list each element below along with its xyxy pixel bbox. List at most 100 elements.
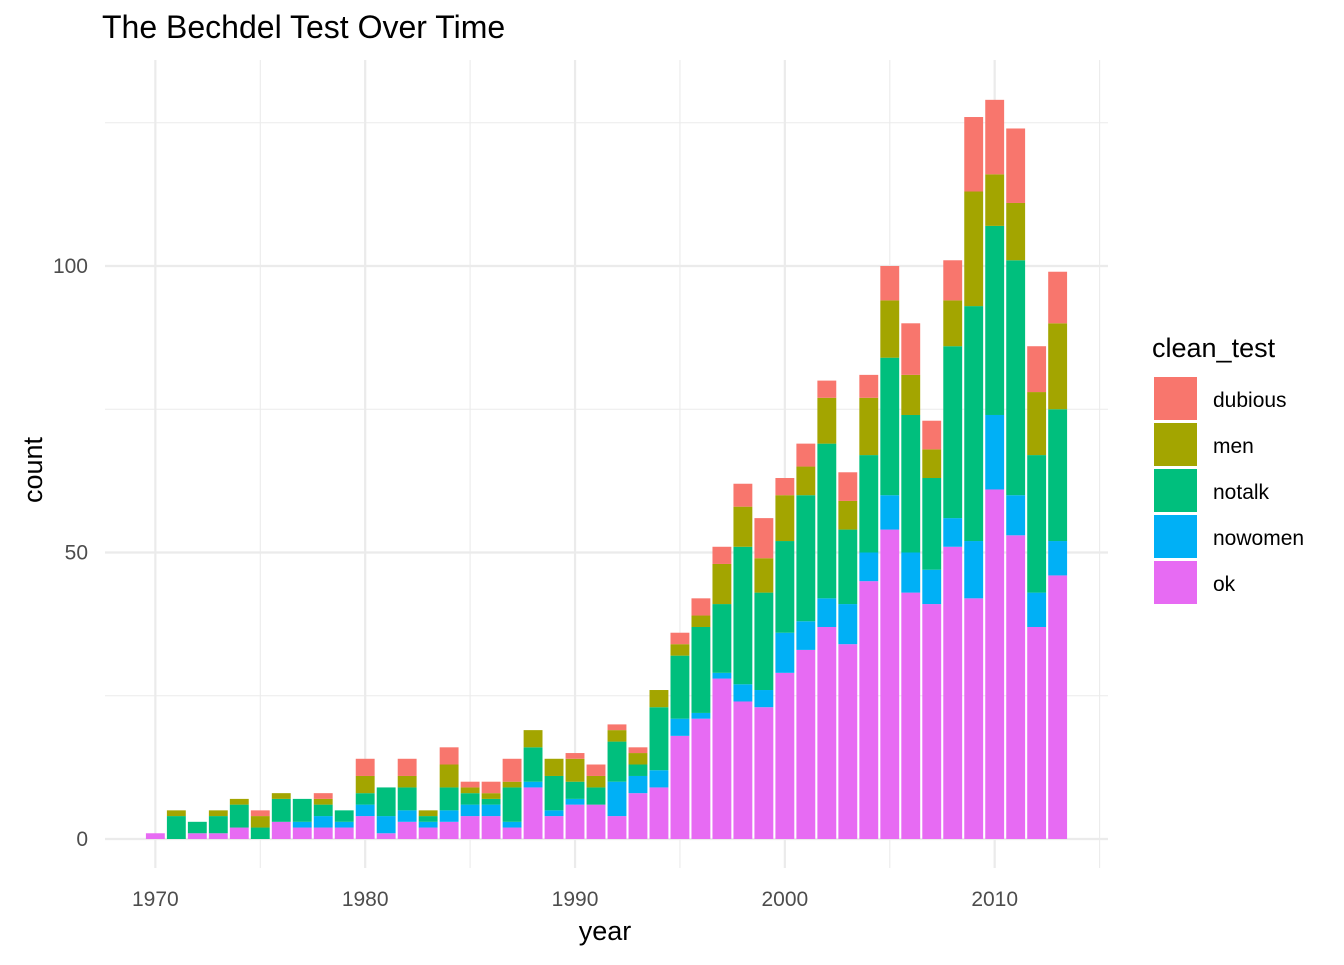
bar-segment-ok	[229, 827, 249, 839]
bar-segment-nowomen	[313, 816, 333, 828]
legend-swatch-men	[1154, 423, 1197, 466]
bar-segment-notalk	[1006, 260, 1026, 496]
bar-segment-dubious	[586, 764, 606, 776]
bar-segment-nowomen	[712, 672, 732, 679]
bar-segment-nowomen	[397, 810, 417, 822]
legend-label-ok: ok	[1213, 573, 1236, 596]
bar-segment-men	[775, 495, 795, 542]
bar-segment-ok	[817, 626, 837, 839]
bar-segment-notalk	[607, 741, 627, 782]
bar-segment-ok	[1027, 626, 1047, 839]
bar-segment-ok	[502, 827, 522, 839]
bar-segment-dubious	[1027, 346, 1047, 393]
bar-segment-nowomen	[649, 770, 669, 788]
bar-segment-nowomen	[775, 632, 795, 673]
bar-segment-ok	[796, 649, 816, 839]
bar-segment-nowomen	[943, 518, 963, 547]
bar-segment-ok	[691, 718, 711, 839]
bar-segment-ok	[208, 833, 228, 839]
bar-segment-dubious	[775, 478, 795, 496]
bar-segment-dubious	[796, 443, 816, 467]
bar-segment-ok	[1006, 535, 1026, 839]
bar-segment-nowomen	[964, 541, 984, 599]
bar-segment-dubious	[754, 518, 774, 559]
y-tick-label: 50	[65, 542, 88, 565]
bar-segment-ok	[460, 816, 480, 839]
bar-segment-dubious	[691, 598, 711, 616]
bar-segment-nowomen	[922, 569, 942, 605]
bar-segment-men	[964, 191, 984, 307]
bar-segment-men	[208, 810, 228, 817]
bar-segment-nowomen	[355, 804, 375, 817]
x-tick-label: 1970	[132, 888, 179, 911]
bar-segment-nowomen	[439, 810, 459, 822]
bar-segment-ok	[670, 735, 690, 839]
bar-segment-dubious	[313, 793, 333, 799]
bar-segment-notalk	[376, 787, 396, 817]
bar-segment-dubious	[1006, 128, 1026, 203]
bar-segment-men	[922, 449, 942, 479]
bar-segment-notalk	[481, 798, 501, 805]
bar-segment-dubious	[439, 747, 459, 765]
bar-segment-nowomen	[796, 621, 816, 650]
bar-segment-notalk	[901, 414, 921, 553]
bar-segment-dubious	[859, 374, 879, 398]
bar-segment-men	[544, 758, 564, 776]
bar-segment-nowomen	[985, 414, 1005, 490]
bar-segment-nowomen	[691, 712, 711, 719]
bar-segment-dubious	[355, 758, 375, 776]
y-tick-label: 0	[76, 828, 88, 851]
bar-segment-notalk	[838, 529, 858, 605]
bar-segment-notalk	[649, 707, 669, 771]
bar-segment-men	[817, 397, 837, 444]
bar-segment-ok	[838, 644, 858, 839]
x-tick-label: 1990	[552, 888, 599, 911]
bar-segment-men	[166, 810, 186, 817]
legend-label-nowomen: nowomen	[1213, 527, 1304, 550]
bar-segment-dubious	[733, 483, 753, 507]
bar-segment-dubious	[712, 546, 732, 564]
bar-segment-nowomen	[544, 810, 564, 817]
legend-swatch-notalk	[1154, 469, 1197, 512]
bar-segment-ok	[985, 489, 1005, 839]
bar-segment-notalk	[712, 604, 732, 673]
bar-segment-dubious	[1048, 271, 1068, 324]
bar-segment-dubious	[397, 758, 417, 776]
bar-segment-nowomen	[880, 495, 900, 530]
bar-segment-notalk	[691, 626, 711, 713]
x-tick-label: 2000	[761, 888, 808, 911]
bar-segment-nowomen	[1027, 592, 1047, 627]
bar-segment-ok	[397, 821, 417, 839]
bar-segment-men	[271, 793, 291, 799]
bar-segment-dubious	[460, 781, 480, 788]
legend: clean_test dubious men notalk nowomen ok	[1152, 333, 1304, 604]
bar-segment-men	[481, 793, 501, 799]
legend-label-men: men	[1213, 435, 1254, 458]
bar-segment-ok	[481, 816, 501, 839]
bar-segment-notalk	[544, 775, 564, 811]
bars	[145, 99, 1068, 839]
bar-segment-ok	[922, 604, 942, 839]
bar-segment-men	[943, 300, 963, 347]
bar-segment-men	[607, 730, 627, 742]
bar-segment-notalk	[922, 478, 942, 570]
x-tick-label: 1980	[342, 888, 389, 911]
bar-segment-notalk	[754, 592, 774, 691]
legend-swatch-nowomen	[1154, 515, 1197, 558]
bar-segment-nowomen	[292, 821, 312, 828]
bar-segment-men	[250, 816, 270, 828]
bar-segment-ok	[439, 821, 459, 839]
bar-segment-nowomen	[481, 804, 501, 817]
chart-title: The Bechdel Test Over Time	[102, 9, 505, 45]
bar-segment-notalk	[859, 455, 879, 553]
legend-label-notalk: notalk	[1213, 481, 1270, 504]
bar-segment-nowomen	[376, 816, 396, 834]
bar-segment-notalk	[985, 225, 1005, 415]
bar-segment-notalk	[439, 787, 459, 811]
bar-segment-dubious	[502, 758, 522, 782]
bar-segment-men	[796, 466, 816, 496]
bar-segment-ok	[586, 804, 606, 839]
bar-segment-notalk	[775, 541, 795, 633]
bar-segment-ok	[355, 816, 375, 839]
bar-segment-ok	[334, 827, 354, 839]
